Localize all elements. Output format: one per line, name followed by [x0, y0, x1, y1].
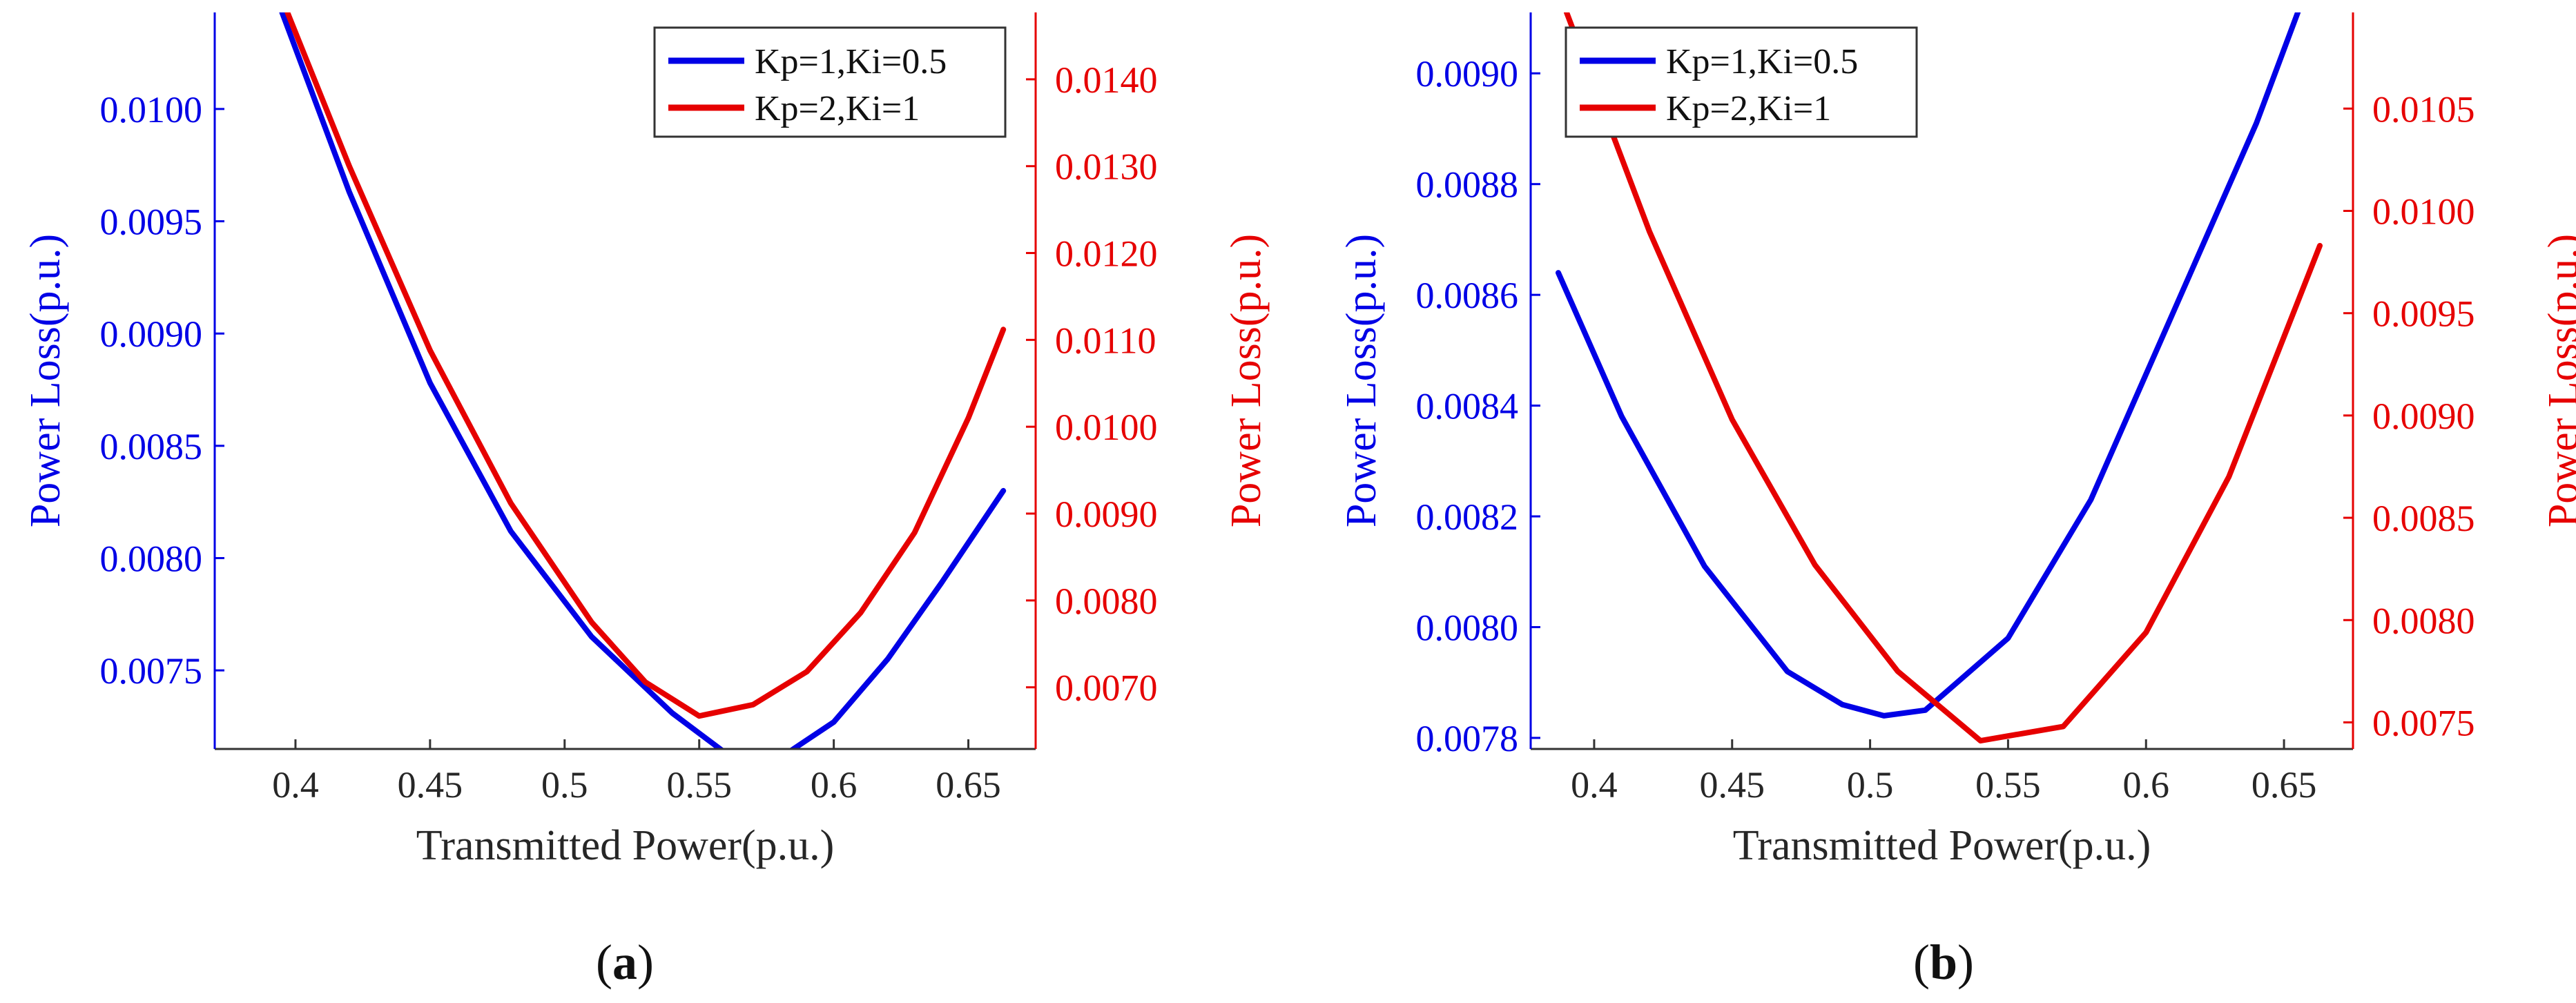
caption-letter: b — [1930, 935, 1957, 990]
y-left-tick-label: 0.0090 — [1416, 53, 1519, 95]
x-tick-label: 0.4 — [1571, 764, 1618, 806]
y-left-tick-label: 0.0086 — [1416, 275, 1519, 316]
y-left-tick-label: 0.0078 — [1416, 718, 1519, 759]
x-tick-label: 0.5 — [1847, 764, 1894, 806]
y-right-tick-label: 0.0100 — [2372, 191, 2475, 232]
y-left-tick-label: 0.0100 — [100, 89, 203, 130]
y-left-tick-label: 0.0095 — [100, 202, 203, 243]
x-tick-label: 0.6 — [2123, 764, 2170, 806]
series-line-Kp=1,Ki=0.5 — [279, 12, 1007, 749]
y-left-tick-label: 0.0082 — [1416, 496, 1519, 538]
x-tick-label: 0.55 — [1975, 764, 2041, 806]
y-right-tick-label: 0.0095 — [2372, 293, 2475, 335]
x-tick-label: 0.65 — [2251, 764, 2317, 806]
caption-close-paren: ) — [637, 935, 654, 990]
y-left-tick-label: 0.0085 — [100, 426, 203, 467]
caption-open-paren: ( — [596, 935, 612, 990]
y-right-tick-label: 0.0130 — [1055, 146, 1158, 188]
series-line-Kp=2,Ki=1 — [284, 12, 1007, 719]
x-tick-label: 0.6 — [811, 764, 858, 806]
series-line-Kp=2,Ki=1 — [1564, 12, 2323, 744]
legend-label: Kp=2,Ki=1 — [755, 89, 920, 128]
y-left-tick-label: 0.0075 — [100, 650, 203, 692]
panel-caption: (b) — [1913, 935, 1974, 990]
y-axis-left-label: Power Loss(p.u.) — [22, 234, 69, 527]
caption-letter: a — [612, 935, 637, 990]
y-right-tick-label: 0.0085 — [2372, 498, 2475, 539]
y-axis-right-label: Power Loss(p.u.) — [1223, 234, 1270, 527]
y-axis-left-label: Power Loss(p.u.) — [1338, 234, 1385, 527]
y-right-tick-label: 0.0090 — [1055, 494, 1158, 535]
panel-b: 0.4 0.45 0.5 0.55 0.6 0.65 0.0078 0.0080 0.0082 0… — [1338, 12, 2576, 990]
y-right-tick-label: 0.0140 — [1055, 59, 1158, 101]
y-left-tick-label: 0.0090 — [100, 313, 203, 355]
y-right-tick-label: 0.0100 — [1055, 407, 1158, 448]
x-tick-label: 0.65 — [936, 764, 1001, 806]
y-right-tick-label: 0.0080 — [2372, 600, 2475, 641]
legend-box — [1565, 26, 1918, 138]
x-tick-label: 0.45 — [1700, 764, 1765, 806]
legend-box — [653, 26, 1007, 138]
y-right-tick-label: 0.0075 — [2372, 702, 2475, 743]
x-tick-label: 0.5 — [541, 764, 588, 806]
legend-label: Kp=1,Ki=0.5 — [755, 42, 947, 81]
legend: Kp=1,Ki=0.5 Kp=2,Ki=1 — [1565, 26, 1918, 138]
y-right-tick-label: 0.0070 — [1055, 668, 1158, 709]
legend-label: Kp=2,Ki=1 — [1666, 89, 1831, 128]
y-right-tick-label: 0.0080 — [1055, 581, 1158, 622]
y-left-tick-label: 0.0080 — [1416, 607, 1519, 649]
y-left-tick-label: 0.0084 — [1416, 386, 1519, 427]
legend-label: Kp=1,Ki=0.5 — [1666, 42, 1858, 81]
y-axis-right-label: Power Loss(p.u.) — [2540, 234, 2576, 527]
y-right-tick-label: 0.0090 — [2372, 396, 2475, 437]
series-line-Kp=1,Ki=0.5 — [1556, 12, 2301, 719]
y-left-tick-label: 0.0080 — [100, 538, 203, 579]
caption-close-paren: ) — [1957, 935, 1974, 990]
legend: Kp=1,Ki=0.5 Kp=2,Ki=1 — [653, 26, 1007, 138]
x-axis-label: Transmitted Power(p.u.) — [416, 822, 835, 869]
x-axis-label: Transmitted Power(p.u.) — [1733, 822, 2151, 869]
y-left-tick-label: 0.0088 — [1416, 164, 1519, 206]
x-tick-label: 0.4 — [272, 764, 319, 806]
panel-caption: (a) — [596, 935, 654, 990]
x-tick-label: 0.45 — [398, 764, 463, 806]
y-right-tick-label: 0.0120 — [1055, 233, 1158, 275]
panel-a: 0.4 0.45 0.5 0.55 0.6 0.65 0.0075 0.0080 0.0085 0… — [22, 12, 1270, 990]
y-right-tick-label: 0.0110 — [1055, 320, 1156, 361]
caption-open-paren: ( — [1913, 935, 1930, 990]
x-tick-label: 0.55 — [666, 764, 732, 806]
y-right-tick-label: 0.0105 — [2372, 88, 2475, 130]
